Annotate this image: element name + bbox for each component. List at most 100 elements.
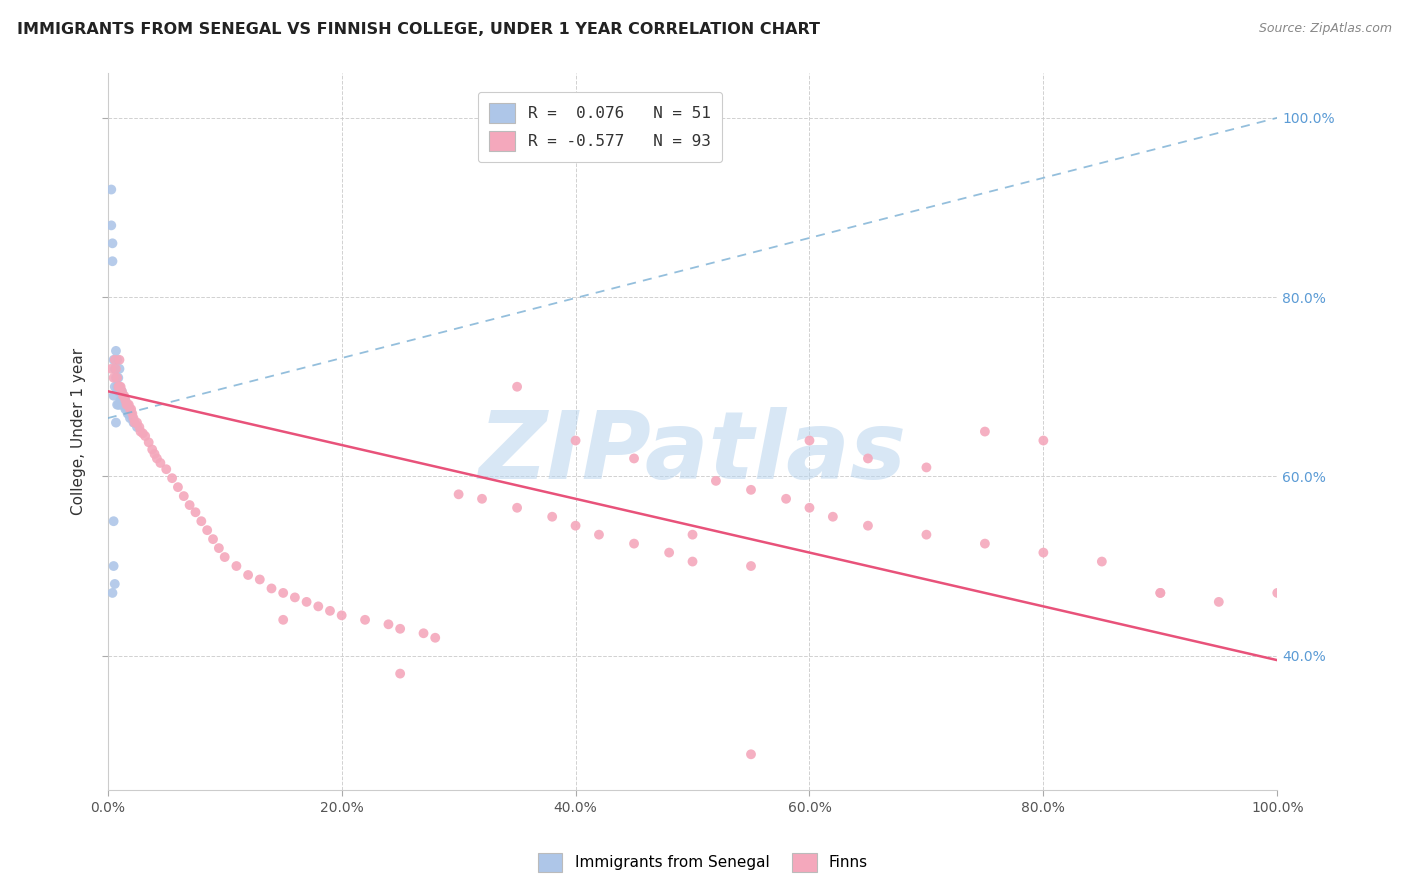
Point — [118, 402, 141, 417]
Point — [114, 393, 136, 408]
Point — [682, 555, 704, 569]
Point — [179, 498, 201, 512]
Point — [389, 666, 412, 681]
Point — [1149, 586, 1171, 600]
Point — [121, 407, 143, 421]
Point — [118, 407, 141, 421]
Point — [128, 420, 150, 434]
Point — [623, 536, 645, 550]
Point — [103, 514, 125, 528]
Point — [104, 361, 127, 376]
Point — [111, 384, 134, 399]
Point — [112, 389, 135, 403]
Point — [658, 545, 681, 559]
Point — [108, 380, 131, 394]
Point — [821, 509, 844, 524]
Point — [129, 425, 152, 439]
Point — [101, 586, 124, 600]
Point — [101, 236, 124, 251]
Point — [103, 389, 125, 403]
Point — [121, 411, 143, 425]
Point — [173, 489, 195, 503]
Legend: R =  0.076   N = 51, R = -0.577   N = 93: R = 0.076 N = 51, R = -0.577 N = 93 — [478, 92, 721, 162]
Point — [104, 577, 127, 591]
Point — [973, 536, 995, 550]
Legend: Immigrants from Senegal, Finns: Immigrants from Senegal, Finns — [530, 845, 876, 880]
Point — [124, 416, 146, 430]
Point — [103, 352, 125, 367]
Point — [284, 591, 307, 605]
Point — [105, 380, 128, 394]
Point — [425, 631, 447, 645]
Point — [214, 550, 236, 565]
Point — [799, 500, 821, 515]
Point — [125, 420, 148, 434]
Point — [111, 384, 134, 399]
Point — [506, 500, 529, 515]
Point — [1265, 586, 1288, 600]
Point — [471, 491, 494, 506]
Point — [208, 541, 231, 555]
Point — [775, 491, 797, 506]
Point — [354, 613, 377, 627]
Point — [108, 384, 131, 399]
Point — [1032, 434, 1054, 448]
Point — [108, 380, 131, 394]
Point — [330, 608, 353, 623]
Point — [105, 352, 128, 367]
Point — [155, 462, 177, 476]
Point — [114, 402, 136, 417]
Point — [120, 402, 142, 417]
Point — [111, 389, 134, 403]
Point — [588, 527, 610, 541]
Point — [1091, 555, 1114, 569]
Point — [249, 573, 271, 587]
Point — [115, 398, 138, 412]
Point — [110, 380, 132, 394]
Point — [740, 559, 762, 574]
Point — [1149, 586, 1171, 600]
Point — [915, 460, 938, 475]
Point — [104, 352, 127, 367]
Point — [108, 361, 131, 376]
Point — [202, 532, 225, 546]
Point — [112, 398, 135, 412]
Point — [112, 393, 135, 408]
Point — [100, 361, 122, 376]
Point — [271, 613, 294, 627]
Point — [100, 182, 122, 196]
Point — [110, 384, 132, 399]
Point — [682, 527, 704, 541]
Point — [856, 518, 879, 533]
Point — [124, 416, 146, 430]
Point — [104, 380, 127, 394]
Point — [564, 518, 586, 533]
Point — [740, 747, 762, 762]
Point — [114, 398, 136, 412]
Point — [114, 393, 136, 408]
Text: Source: ZipAtlas.com: Source: ZipAtlas.com — [1258, 22, 1392, 36]
Point — [107, 384, 129, 399]
Point — [105, 398, 128, 412]
Point — [115, 402, 138, 417]
Point — [319, 604, 342, 618]
Point — [225, 559, 247, 574]
Point — [1032, 545, 1054, 559]
Point — [104, 361, 127, 376]
Point — [103, 371, 125, 385]
Point — [541, 509, 564, 524]
Point — [141, 442, 163, 457]
Point — [295, 595, 318, 609]
Point — [623, 451, 645, 466]
Point — [120, 407, 142, 421]
Point — [412, 626, 434, 640]
Point — [377, 617, 399, 632]
Point — [506, 380, 529, 394]
Point — [190, 514, 212, 528]
Point — [118, 402, 141, 417]
Point — [104, 371, 127, 385]
Point — [101, 254, 124, 268]
Point — [740, 483, 762, 497]
Point — [107, 380, 129, 394]
Y-axis label: College, Under 1 year: College, Under 1 year — [72, 348, 86, 515]
